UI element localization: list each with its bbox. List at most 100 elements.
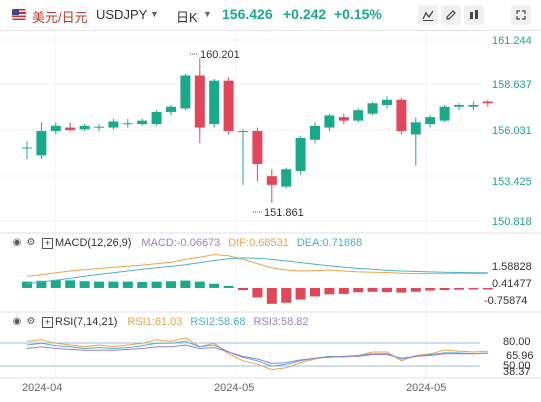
candle-body[interactable]: [223, 80, 234, 132]
macd-bar: [310, 287, 320, 297]
pair-dropdown-caret-icon[interactable]: ▼: [150, 9, 159, 19]
rsi3-line[interactable]: [26, 344, 488, 364]
macd-bar: [382, 287, 392, 293]
rsi-name[interactable]: RSI(7,14,21): [55, 316, 118, 328]
macd-bar: [367, 287, 378, 292]
indicator-icon: [470, 10, 478, 19]
current-price: 156.426: [222, 6, 273, 22]
candle-body[interactable]: [295, 137, 306, 171]
candle-body[interactable]: [439, 106, 450, 121]
macd-bar: [396, 287, 407, 293]
candle-body[interactable]: [382, 99, 392, 105]
y-label: 158.637: [492, 79, 532, 91]
macd-bar: [439, 287, 450, 291]
pair-name[interactable]: 美元/日元: [32, 10, 88, 25]
eye-icon[interactable]: ◉: [12, 237, 22, 248]
y-label: 1.58828: [492, 261, 532, 273]
candle-body[interactable]: [79, 125, 90, 130]
macd-bar: [454, 287, 464, 290]
candle-body[interactable]: [65, 127, 76, 131]
y-label: 150.818: [492, 216, 532, 228]
expand-icon: [516, 10, 526, 20]
candle-body[interactable]: [94, 126, 104, 128]
settings-icon[interactable]: ⚙: [26, 316, 36, 327]
main-y-axis: 161.244 158.637 156.031 153.425 150.818: [492, 35, 532, 228]
candle-body[interactable]: [468, 104, 479, 107]
eye-icon[interactable]: ◉: [12, 316, 22, 327]
candle-body[interactable]: [209, 80, 220, 125]
x-label: 2024-05: [406, 382, 446, 394]
macd-header: ◉ ⚙ + MACD(12,26,9) MACD:-0.06673 DIF:0.…: [12, 235, 363, 251]
candlestick-series[interactable]: [22, 58, 493, 203]
candle-body[interactable]: [108, 121, 119, 128]
y-label: -0.75874: [484, 295, 527, 307]
macd-bar: [151, 281, 162, 288]
x-label: 2024-04: [22, 382, 62, 394]
candle-body[interactable]: [266, 176, 277, 185]
candle-body[interactable]: [50, 125, 61, 132]
dif-value: DIF:0.68531: [228, 237, 289, 249]
candle-body[interactable]: [180, 75, 191, 109]
expand-box-icon[interactable]: +: [42, 237, 53, 249]
pair-code[interactable]: USDJPY: [96, 7, 148, 22]
indicator-tool-button[interactable]: [464, 5, 484, 25]
x-label: 2024-05: [214, 382, 254, 394]
candle-body[interactable]: [367, 103, 378, 114]
expand-box-icon[interactable]: +: [42, 316, 53, 328]
macd-bar: [324, 287, 335, 295]
macd-bar: [209, 283, 220, 288]
candle-body[interactable]: [36, 131, 47, 156]
candle-body[interactable]: [324, 115, 335, 128]
y-label: 0.41477: [492, 278, 532, 290]
candle-body[interactable]: [310, 125, 320, 140]
line-tool-icon: [422, 10, 434, 21]
candle-body[interactable]: [137, 120, 148, 125]
candle-body[interactable]: [281, 169, 292, 187]
candle-body[interactable]: [410, 122, 421, 135]
macd-bar: [50, 279, 61, 288]
fullscreen-button[interactable]: [511, 5, 531, 25]
settings-icon[interactable]: ⚙: [26, 237, 36, 248]
macd-bar: [137, 282, 148, 288]
period-selector[interactable]: 日K: [176, 10, 198, 25]
macd-bar: [425, 287, 436, 291]
period-dropdown-caret-icon[interactable]: ▼: [203, 9, 212, 19]
macd-bar: [94, 281, 104, 288]
macd-bar: [194, 281, 205, 288]
candle-body[interactable]: [396, 99, 407, 132]
macd-value: MACD:-0.06673: [141, 237, 221, 249]
y-label: 38.37: [503, 366, 531, 378]
low-annotation: 151.861: [253, 207, 304, 219]
macd-bar: [353, 287, 364, 293]
drawing-tool-button[interactable]: [418, 5, 438, 25]
dif-line[interactable]: [26, 253, 488, 277]
macd-bar: [238, 287, 248, 291]
candle-body[interactable]: [122, 123, 133, 125]
rsi2-value: RSI2:58.68: [190, 316, 246, 328]
candle-body[interactable]: [166, 106, 176, 112]
candle-body[interactable]: [238, 131, 248, 133]
macd-histogram[interactable]: [22, 279, 493, 304]
candle-body[interactable]: [151, 111, 162, 125]
dea-value: DEA:0.71868: [296, 237, 363, 249]
candle-body[interactable]: [482, 101, 493, 104]
rsi3-value: RSI3:58.82: [253, 316, 309, 328]
macd-bar: [266, 287, 277, 304]
macd-y-axis: 1.58828 0.41477 -0.75874: [484, 261, 532, 307]
macd-bar: [223, 285, 234, 288]
candle-body[interactable]: [252, 131, 263, 165]
macd-name[interactable]: MACD(12,26,9): [55, 237, 132, 249]
high-label: 160.201: [200, 49, 240, 61]
candle-body[interactable]: [338, 117, 349, 121]
candle-body[interactable]: [22, 147, 32, 149]
dea-line[interactable]: [26, 257, 488, 285]
pen-tool-button[interactable]: [441, 5, 461, 25]
rsi-y-axis: 80.00 65.96 50.00 38.37: [503, 336, 534, 378]
candle-body[interactable]: [454, 104, 464, 107]
candle-body[interactable]: [425, 117, 436, 125]
candle-body[interactable]: [194, 75, 205, 128]
top-bar: 美元/日元 USDJPY ▼ 日K ▼ 156.426 +0.242 +0.15…: [0, 0, 541, 30]
x-axis: 2024-04 2024-05 2024-05: [22, 382, 446, 394]
candle-body[interactable]: [353, 110, 364, 121]
